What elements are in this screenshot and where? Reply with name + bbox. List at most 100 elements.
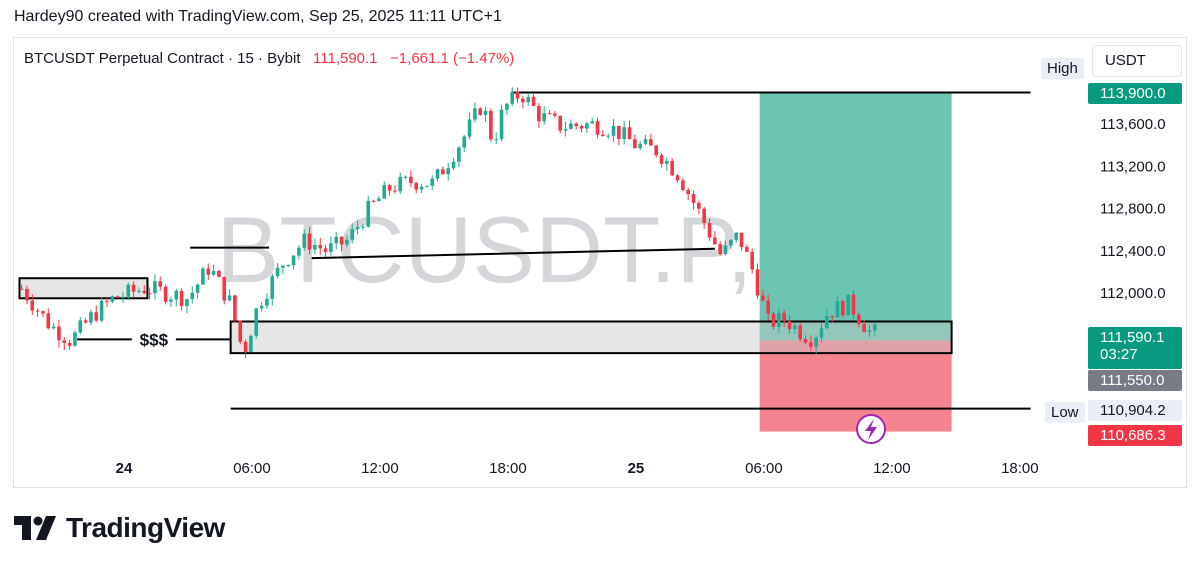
candle xyxy=(73,330,77,347)
candle xyxy=(99,297,104,323)
candle-body xyxy=(361,226,365,228)
candle-body xyxy=(739,232,744,247)
candle-body xyxy=(483,110,488,115)
x-tick-label: 12:00 xyxy=(361,460,399,477)
candle-body xyxy=(51,326,56,329)
candle-body xyxy=(499,109,504,140)
candle-body xyxy=(713,237,717,245)
candle-body xyxy=(563,128,568,131)
candle xyxy=(46,308,51,330)
candle-body xyxy=(425,185,429,187)
candle-body xyxy=(147,293,152,295)
candle xyxy=(222,276,227,305)
currency-button[interactable]: USDT xyxy=(1092,45,1182,77)
candle-body xyxy=(761,295,765,301)
candle xyxy=(361,223,365,231)
candle xyxy=(574,122,578,130)
candle xyxy=(281,265,285,275)
candle xyxy=(745,244,749,253)
candle-body xyxy=(718,244,722,255)
candle-body xyxy=(323,248,328,252)
candle-body xyxy=(595,121,600,135)
candle-body xyxy=(505,103,509,110)
chart-panel[interactable] xyxy=(13,37,1187,488)
alert-bolt-glyph xyxy=(865,419,877,440)
candle-body xyxy=(131,284,136,292)
candle xyxy=(67,339,72,350)
last-price: 111,590.1 xyxy=(313,50,378,67)
trendline xyxy=(311,247,715,260)
candle-body xyxy=(83,320,88,323)
candle-body xyxy=(377,198,381,202)
candle-body xyxy=(195,284,200,293)
candle xyxy=(846,294,850,316)
candle xyxy=(558,115,562,134)
candle xyxy=(105,297,109,308)
entry-price-tag: 111,550.0 xyxy=(1088,370,1182,391)
candle-body xyxy=(371,200,376,202)
candle-body xyxy=(590,121,594,124)
candle xyxy=(302,229,307,251)
candle xyxy=(857,312,861,328)
candle-body xyxy=(153,281,157,294)
candle xyxy=(259,302,264,312)
candle xyxy=(547,109,552,115)
candle xyxy=(814,335,818,354)
candle xyxy=(147,287,152,300)
y-tick-label: 113,600.0 xyxy=(1100,116,1166,133)
candle xyxy=(590,117,594,124)
candle-body xyxy=(345,239,349,245)
candle xyxy=(201,266,205,285)
candle-body xyxy=(57,326,61,341)
candle xyxy=(345,234,349,248)
candle xyxy=(355,220,360,235)
candle xyxy=(243,339,248,358)
candle xyxy=(393,185,397,194)
candle-body xyxy=(334,236,339,244)
candle xyxy=(51,323,56,330)
candle xyxy=(286,264,291,268)
candle-body xyxy=(675,175,680,181)
candle-body xyxy=(542,113,547,122)
candle-body xyxy=(830,315,834,318)
candle xyxy=(206,263,211,280)
candle-body xyxy=(665,160,669,164)
candle xyxy=(35,308,40,317)
candle-body xyxy=(307,233,312,250)
tradingview-logo[interactable]: TradingView xyxy=(14,512,225,544)
candle xyxy=(137,287,141,294)
candle-body xyxy=(734,232,738,240)
candle-body xyxy=(297,247,301,256)
candle-body xyxy=(643,139,648,144)
candle xyxy=(254,307,259,339)
candle xyxy=(297,244,301,260)
candle xyxy=(825,309,829,329)
symbol-name[interactable]: BTCUSDT Perpetual Contract · 15 · Bybit xyxy=(24,50,301,67)
tradingview-wordmark: TradingView xyxy=(66,512,225,543)
candle xyxy=(483,106,488,123)
candle-body xyxy=(403,176,408,178)
candle xyxy=(835,296,840,318)
candle-body xyxy=(414,183,419,190)
candle xyxy=(329,236,333,256)
candle xyxy=(803,335,808,345)
candle xyxy=(217,269,221,278)
candle-body xyxy=(142,290,147,294)
candle xyxy=(462,134,467,153)
candle xyxy=(318,237,323,255)
candle xyxy=(387,183,392,196)
candle xyxy=(414,181,419,194)
candle-body xyxy=(862,324,866,332)
candle-body xyxy=(547,113,552,115)
candle-body xyxy=(649,139,653,146)
candle xyxy=(265,293,269,310)
candle-body xyxy=(755,269,760,296)
candle-body xyxy=(25,288,29,301)
candle-body xyxy=(78,320,83,333)
candle xyxy=(649,133,653,146)
candle-body xyxy=(659,155,664,164)
candle-body xyxy=(174,290,179,300)
candle xyxy=(819,322,824,343)
candle-body xyxy=(94,312,99,321)
